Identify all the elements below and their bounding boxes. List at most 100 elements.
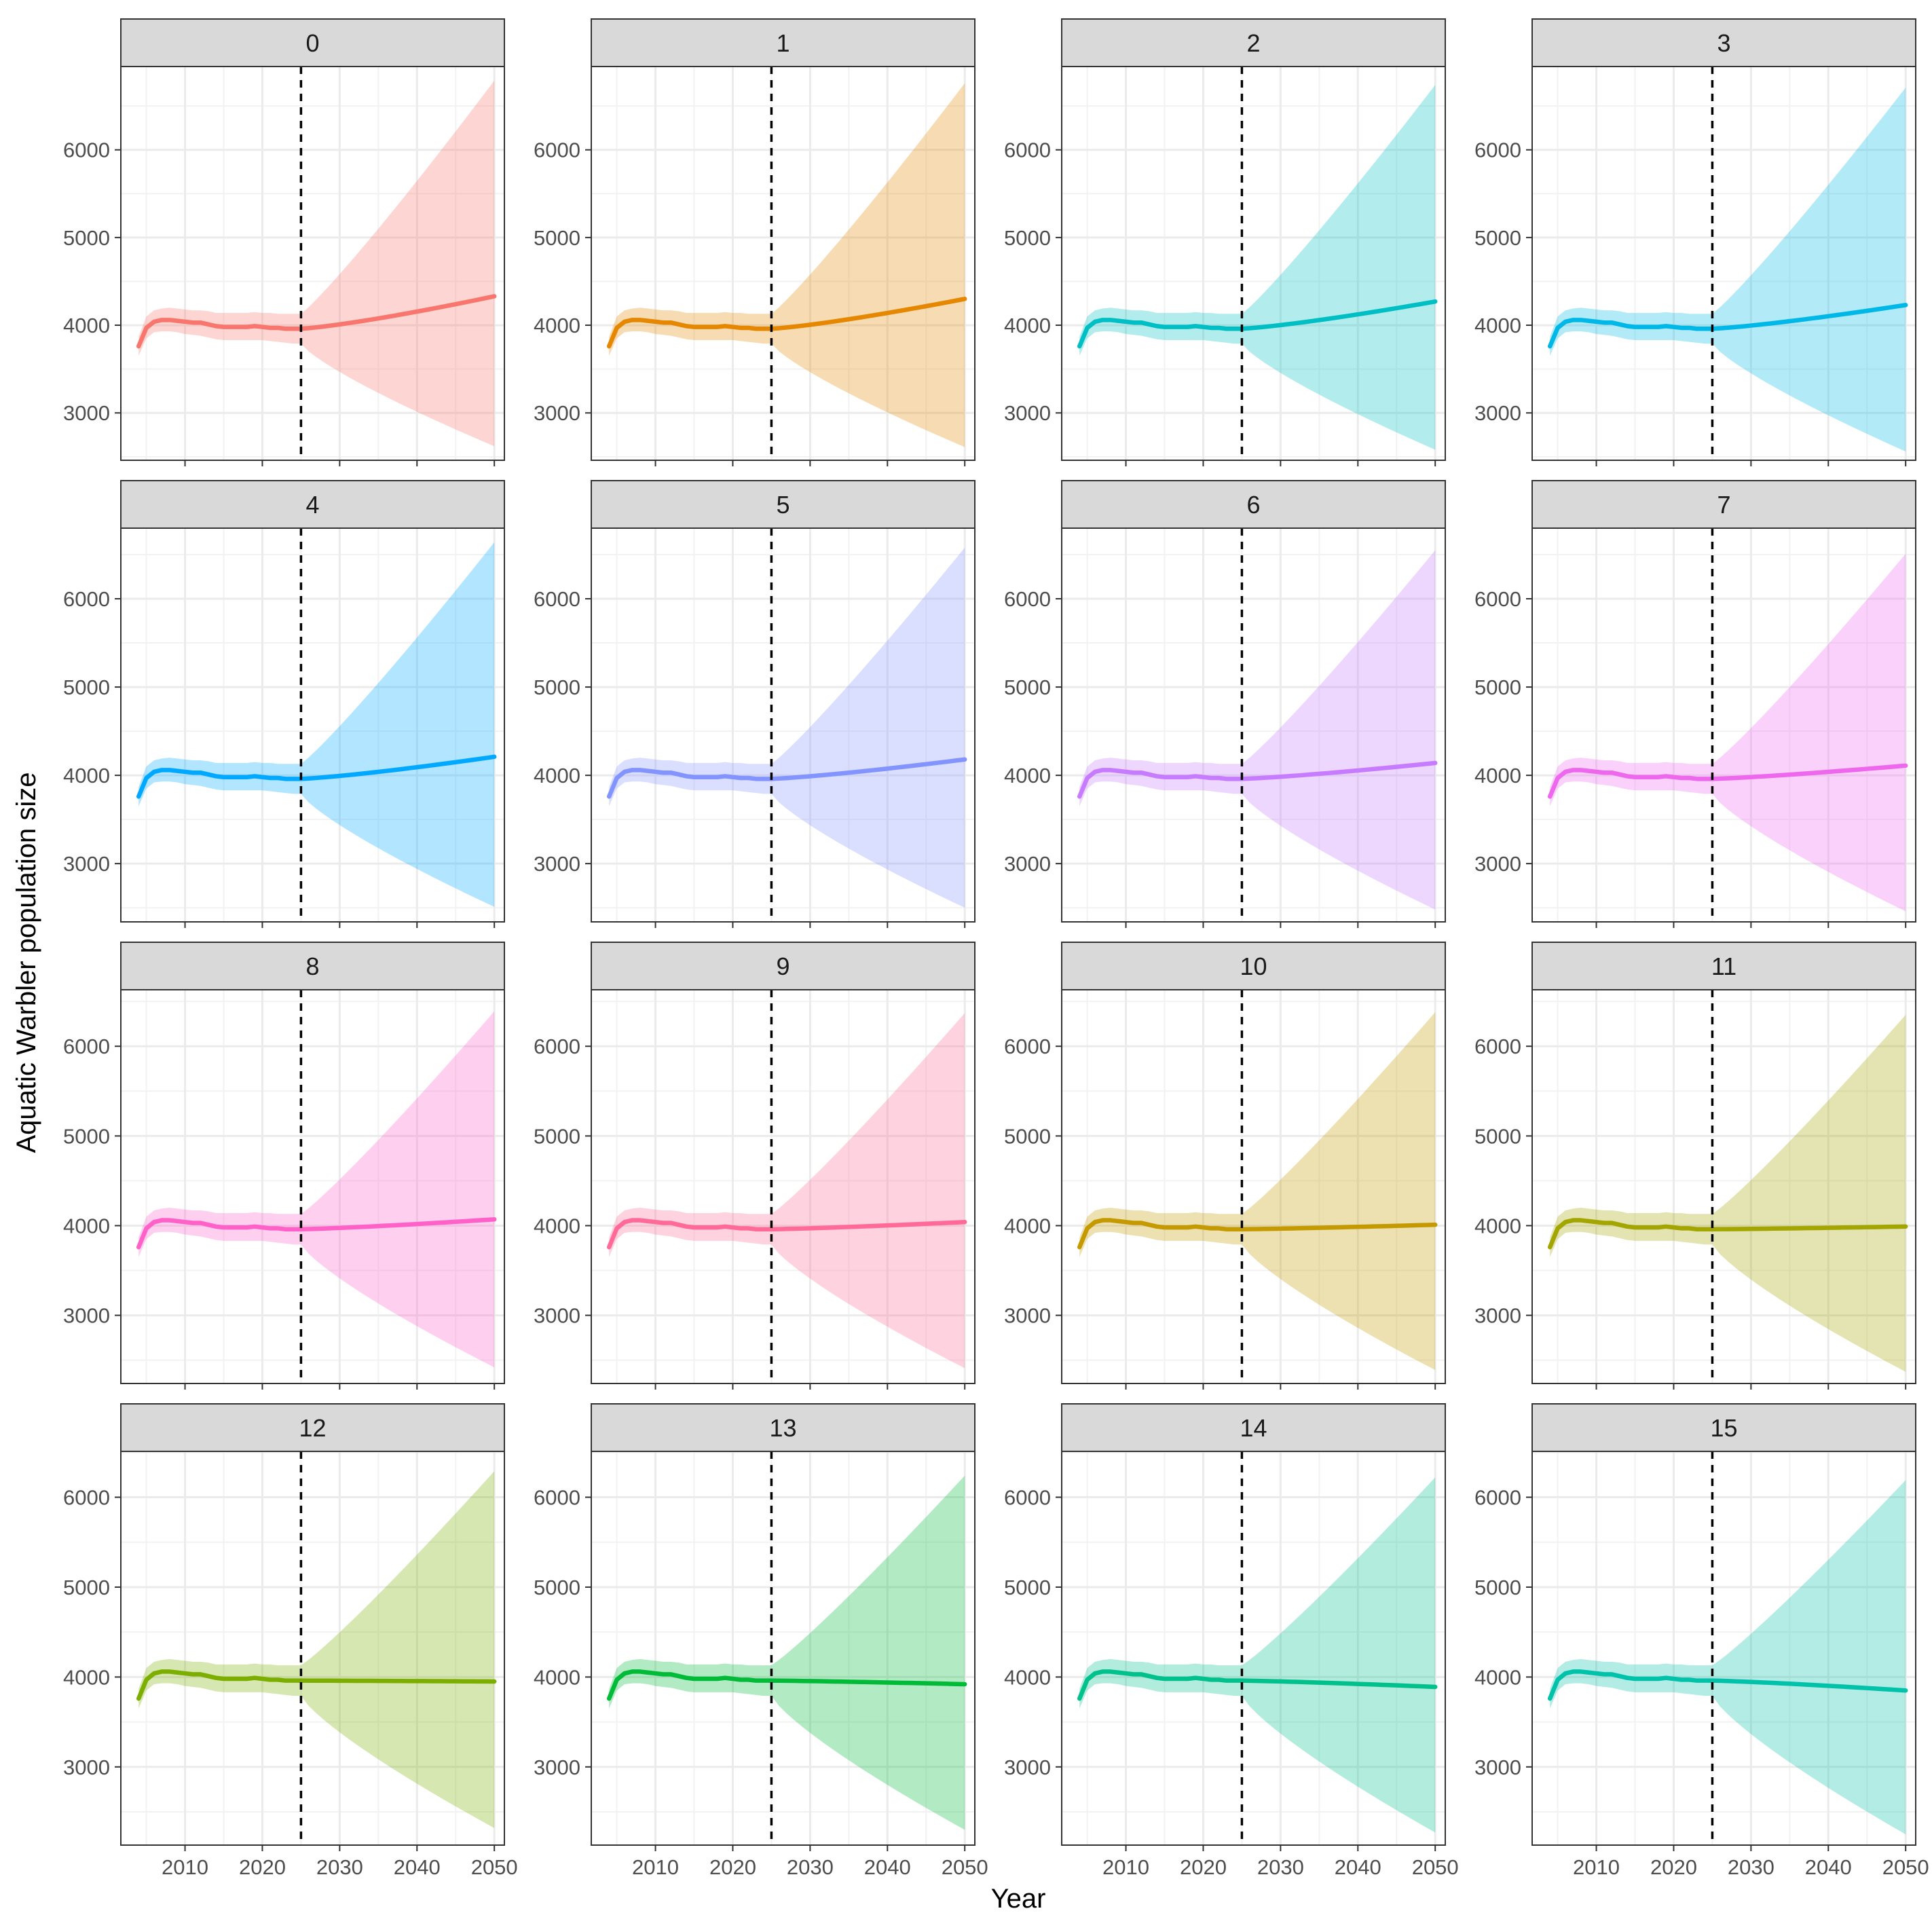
y-tick-label: 5000 xyxy=(63,675,110,699)
ci-ribbon xyxy=(1550,1480,1906,1835)
facet-strip xyxy=(1531,942,1916,990)
x-tick-label: 2050 xyxy=(1412,1855,1459,1879)
panel-plot-area xyxy=(121,67,504,460)
y-tick-label: 3000 xyxy=(1004,1304,1051,1328)
y-tick-label: 3000 xyxy=(63,1304,110,1328)
y-tick-label: 5000 xyxy=(1474,226,1521,250)
y-tick-label: 3000 xyxy=(534,401,580,425)
x-tick-label: 2050 xyxy=(1882,1855,1929,1879)
x-tick-label: 2020 xyxy=(709,1855,756,1879)
panel-border xyxy=(120,1451,505,1846)
y-tick-label: 4000 xyxy=(63,1665,110,1689)
x-tick-label: 2010 xyxy=(632,1855,679,1879)
y-tick-label: 5000 xyxy=(1004,675,1051,699)
y-tick-label: 3000 xyxy=(534,1755,580,1779)
facet-strip-label: 15 xyxy=(1710,1414,1737,1442)
facet-panel-8: 8 3000 4000 5000 6000 xyxy=(63,942,505,1390)
panel-plot-area xyxy=(121,528,504,922)
panel-plot-area xyxy=(591,1451,975,1845)
facet-panel-4: 4 3000 4000 5000 6000 xyxy=(63,480,505,928)
y-tick-label: 5000 xyxy=(534,675,580,699)
y-tick-label: 6000 xyxy=(63,587,110,611)
facet-strip-label: 4 xyxy=(305,491,319,519)
ci-ribbon xyxy=(1079,1477,1436,1833)
y-tick-label: 6000 xyxy=(534,138,580,162)
ci-ribbon xyxy=(138,80,495,447)
mean-line xyxy=(1077,1218,1438,1250)
facet-panel-13: 13 3000 4000 5000 6000 2010 2020 2030 2040 2050 xyxy=(534,1403,988,1879)
ci-ribbon xyxy=(609,83,965,447)
panel-border xyxy=(591,989,976,1384)
panel-border xyxy=(591,1451,976,1846)
facet-strip xyxy=(1061,942,1446,990)
panel-border xyxy=(1061,66,1446,461)
ci-ribbon xyxy=(609,1475,965,1830)
facet-panel-15: 15 3000 4000 5000 6000 2010 2020 2030 2040 2050 xyxy=(1474,1403,1929,1879)
ci-ribbon xyxy=(1550,88,1906,452)
mean-line xyxy=(1547,763,1908,799)
x-tick-label: 2050 xyxy=(942,1855,988,1879)
y-tick-label: 6000 xyxy=(534,587,580,611)
y-tick-label: 6000 xyxy=(1474,587,1521,611)
panel-border xyxy=(120,66,505,461)
y-tick-label: 6000 xyxy=(1474,1486,1521,1510)
facet-strip xyxy=(591,480,976,529)
facet-panel-11: 11 3000 4000 5000 6000 xyxy=(1474,942,1916,1390)
y-tick-label: 4000 xyxy=(534,314,580,337)
x-tick-label: 2030 xyxy=(1257,1855,1304,1879)
facet-strip-label: 2 xyxy=(1246,29,1260,57)
y-tick-label: 3000 xyxy=(534,1304,580,1328)
y-tick-label: 4000 xyxy=(534,764,580,787)
ci-ribbon xyxy=(1550,1014,1906,1372)
facet-panel-9: 9 3000 4000 5000 6000 xyxy=(534,942,976,1390)
panel-plot-area xyxy=(121,990,504,1383)
y-tick-label: 6000 xyxy=(534,1035,580,1058)
panel-border xyxy=(120,989,505,1384)
x-tick-label: 2030 xyxy=(1728,1855,1775,1879)
y-tick-label: 3000 xyxy=(1004,852,1051,876)
y-tick-label: 3000 xyxy=(534,852,580,876)
x-tick-label: 2020 xyxy=(239,1855,286,1879)
panel-border xyxy=(1061,1451,1446,1846)
mean-line xyxy=(1077,760,1438,799)
panel-plot-area xyxy=(591,67,975,460)
y-tick-label: 6000 xyxy=(1004,1035,1051,1058)
mean-line xyxy=(1547,1218,1908,1250)
x-axis-title: Year xyxy=(991,1884,1046,1914)
mean-line xyxy=(606,1669,967,1701)
panel-plot-area xyxy=(1062,67,1445,460)
x-tick-label: 2010 xyxy=(1573,1855,1620,1879)
facet-strip-label: 14 xyxy=(1240,1414,1267,1442)
panel-plot-area xyxy=(1062,528,1445,922)
facet-strip-label: 3 xyxy=(1717,29,1730,57)
y-tick-label: 5000 xyxy=(63,226,110,250)
y-tick-label: 3000 xyxy=(63,1755,110,1779)
y-tick-label: 4000 xyxy=(534,1665,580,1689)
facet-panel-6: 6 3000 4000 5000 6000 xyxy=(1004,480,1446,928)
facet-strip xyxy=(120,1403,505,1452)
mean-line xyxy=(136,294,497,349)
mean-line xyxy=(136,754,497,799)
panel-border xyxy=(120,527,505,923)
facet-strip-label: 7 xyxy=(1717,491,1730,519)
facet-panel-0: 0 3000 4000 5000 6000 xyxy=(63,18,505,466)
x-tick-label: 2040 xyxy=(394,1855,441,1879)
mean-line xyxy=(1077,1669,1438,1701)
facet-strip xyxy=(120,942,505,990)
y-tick-label: 4000 xyxy=(1004,1214,1051,1238)
mean-line xyxy=(136,1216,497,1250)
x-tick-label: 2030 xyxy=(316,1855,363,1879)
panel-plot-area xyxy=(1062,1451,1445,1845)
y-tick-label: 3000 xyxy=(1474,1304,1521,1328)
facet-panel-1: 1 3000 4000 5000 6000 xyxy=(534,18,976,466)
x-tick-label: 2040 xyxy=(1805,1855,1852,1879)
mean-line xyxy=(1077,299,1438,349)
panel-border xyxy=(1531,66,1916,461)
y-tick-label: 4000 xyxy=(534,1214,580,1238)
y-tick-label: 6000 xyxy=(63,1035,110,1058)
ci-ribbon xyxy=(609,547,965,908)
y-tick-label: 6000 xyxy=(1004,1486,1051,1510)
y-tick-label: 4000 xyxy=(1004,764,1051,787)
y-tick-label: 4000 xyxy=(1004,314,1051,337)
ci-ribbon xyxy=(1550,553,1906,912)
